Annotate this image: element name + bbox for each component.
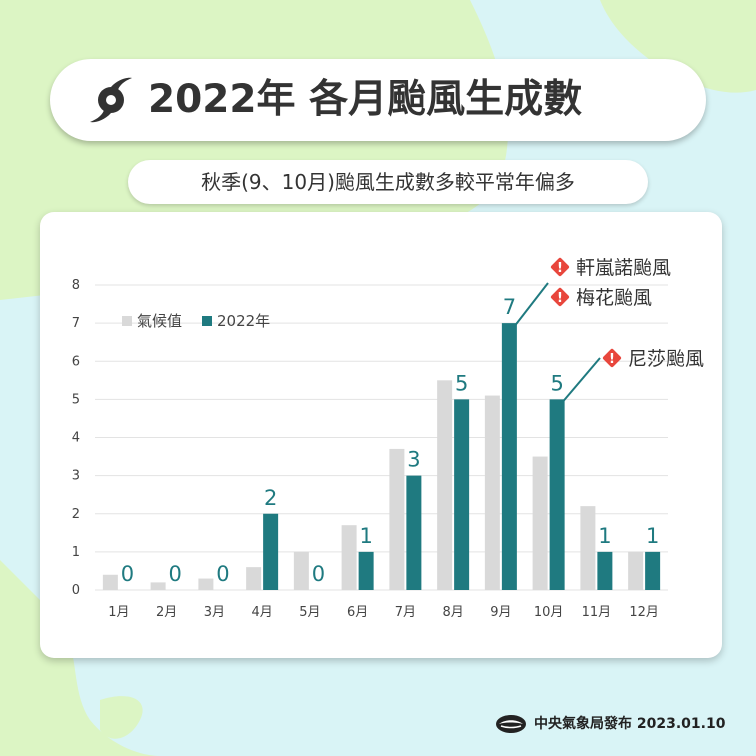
- data-label: 5: [550, 371, 563, 395]
- alert-icon: !: [550, 257, 570, 277]
- bar-2022: [358, 551, 374, 590]
- bar-2022: [454, 399, 470, 590]
- legend-swatch-2022: [202, 316, 212, 326]
- bar-climatology: [341, 525, 357, 590]
- page-title: 2022年 各月颱風生成數: [148, 77, 583, 122]
- legend-label-climatology: 氣候值: [137, 312, 182, 330]
- y-tick-label: 6: [72, 354, 80, 369]
- x-tick-label: 10月: [534, 605, 564, 620]
- footer-credit: 中央氣象局發布 2023.01.10: [534, 712, 725, 736]
- alert-icon: !: [550, 287, 570, 307]
- x-tick-label: 4月: [251, 605, 272, 620]
- svg-text:!: !: [609, 352, 615, 367]
- y-tick-label: 1: [72, 545, 80, 560]
- bar-2022: [645, 551, 661, 590]
- bar-climatology: [389, 448, 405, 590]
- data-label: 0: [168, 562, 181, 586]
- bar-2022: [549, 399, 565, 590]
- x-tick-label: 8月: [442, 605, 463, 620]
- y-tick-label: 4: [72, 431, 80, 446]
- annotation-label: 軒嵐諾颱風: [576, 257, 671, 279]
- cwb-logo-icon: [496, 715, 526, 733]
- alert-icon: !: [602, 348, 622, 368]
- x-tick-label: 7月: [395, 605, 416, 620]
- data-label: 1: [359, 524, 372, 548]
- y-tick-label: 8: [72, 278, 80, 293]
- title-pill: [50, 59, 706, 141]
- bar-climatology: [246, 567, 262, 590]
- bar-climatology: [437, 380, 453, 590]
- y-tick-label: 5: [72, 392, 80, 407]
- data-label: 3: [407, 448, 420, 472]
- x-tick-label: 6月: [347, 605, 368, 620]
- annotation-label: 梅花颱風: [576, 287, 652, 309]
- x-tick-label: 2月: [156, 605, 177, 620]
- data-label: 5: [455, 371, 468, 395]
- bar-2022: [406, 475, 422, 590]
- data-label: 7: [503, 295, 516, 319]
- data-label: 2: [264, 486, 277, 510]
- y-tick-label: 0: [72, 583, 80, 598]
- data-label: 0: [216, 562, 229, 586]
- typhoon-icon: [90, 77, 132, 123]
- leader-line-october: [562, 357, 601, 403]
- x-tick-label: 9月: [490, 605, 511, 620]
- svg-text:!: !: [557, 291, 563, 306]
- annotation-label: 尼莎颱風: [628, 348, 704, 370]
- svg-text:!: !: [557, 261, 563, 276]
- bar-climatology: [484, 395, 500, 590]
- bar-2022: [597, 551, 613, 590]
- y-tick-label: 7: [72, 316, 80, 331]
- data-label: 1: [598, 524, 611, 548]
- data-label: 1: [646, 524, 659, 548]
- x-tick-label: 3月: [204, 605, 225, 620]
- bar-2022: [263, 513, 279, 590]
- page-subtitle: 秋季(9、10月)颱風生成數多較平常年偏多: [201, 170, 575, 194]
- x-tick-label: 11月: [582, 605, 612, 620]
- bar-climatology: [628, 551, 644, 590]
- x-tick-label: 1月: [108, 605, 129, 620]
- legend-label-2022: 2022年: [217, 312, 270, 330]
- x-tick-label: 12月: [629, 605, 659, 620]
- y-tick-label: 3: [72, 469, 80, 484]
- subtitle-pill: [128, 160, 648, 204]
- publish-date: 2023.01.10: [636, 716, 726, 732]
- bar-climatology: [293, 551, 309, 590]
- bar-climatology: [532, 456, 548, 590]
- bar-2022: [501, 323, 517, 590]
- data-label: 0: [121, 562, 134, 586]
- y-tick-label: 2: [72, 507, 80, 522]
- publisher-label: 中央氣象局發布: [534, 716, 632, 732]
- x-tick-label: 5月: [299, 605, 320, 620]
- data-label: 0: [312, 562, 325, 586]
- legend-swatch-climatology: [122, 316, 132, 326]
- bar-climatology: [198, 578, 214, 590]
- bar-climatology: [580, 506, 596, 590]
- leader-line-september: [514, 282, 549, 326]
- bar-climatology: [102, 574, 118, 590]
- bar-climatology: [150, 582, 166, 590]
